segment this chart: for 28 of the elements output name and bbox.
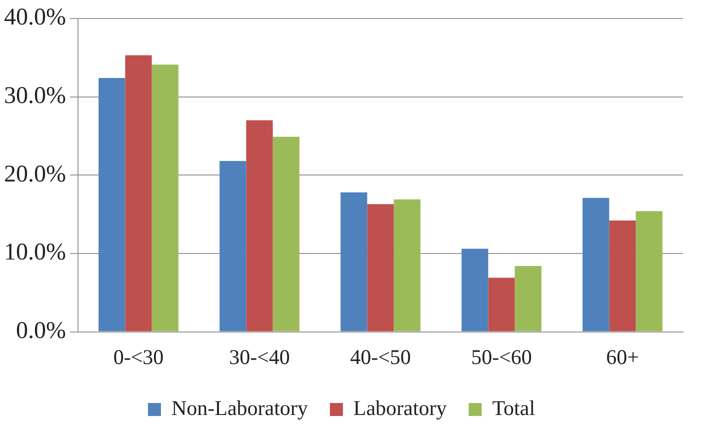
x-tick-label: 30-<40: [229, 344, 290, 369]
bar: [272, 136, 300, 332]
bar: [367, 204, 394, 332]
bar: [152, 64, 178, 332]
x-tick-label: 40-<50: [350, 344, 411, 369]
x-tick-label: 0-<30: [113, 344, 164, 369]
bar: [394, 199, 420, 332]
legend-label: Laboratory: [353, 396, 448, 420]
bar: [636, 211, 662, 332]
y-tick-label: 0.0%: [16, 318, 66, 344]
bar: [582, 198, 610, 332]
y-tick-label: 20.0%: [4, 161, 66, 188]
bar: [125, 55, 152, 332]
bar: [220, 160, 246, 332]
y-tick-label: 40.0%: [4, 4, 66, 31]
bar: [488, 278, 515, 332]
bar: [98, 78, 126, 332]
bar: [246, 120, 273, 332]
y-tick-label: 30.0%: [4, 83, 66, 110]
bar: [609, 220, 636, 332]
y-tick-label: 10.0%: [4, 240, 66, 266]
x-tick-label: 50-<60: [471, 344, 532, 369]
bar: [340, 192, 368, 332]
x-tick-label: 60+: [606, 344, 639, 369]
legend-label: Total: [492, 396, 536, 420]
bar: [462, 248, 488, 332]
bar: [514, 266, 542, 332]
legend-label: Non-Laboratory: [171, 396, 308, 420]
